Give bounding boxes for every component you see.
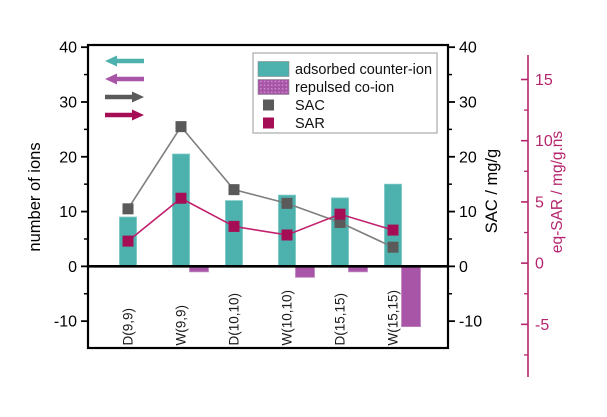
right-axis-tick-label: 30 [459, 94, 477, 111]
dot [278, 80, 280, 83]
eqsar-axis-tick-label: 10 [535, 133, 553, 150]
axis-arrow-left-0 [105, 55, 144, 67]
sar-marker-5 [387, 224, 399, 236]
sar-line [127, 197, 394, 242]
dot [285, 87, 288, 90]
dot [274, 87, 277, 90]
sac-marker-4 [334, 217, 346, 229]
legend-item-sac: SAC [263, 98, 325, 114]
category-label-3: W(10,10) [280, 290, 295, 346]
eqsar-axis-title: eq-SAR / mg/g.ns [549, 131, 566, 254]
dot [260, 84, 262, 86]
dot [278, 91, 280, 94]
left-axis-tick-label: 30 [59, 94, 77, 111]
eqsar-axis-tick-label: -5 [535, 317, 549, 334]
dot [278, 87, 280, 90]
category-label-2: D(10,10) [227, 293, 242, 346]
legend: adsorbed counter-ion repulsed co-ion SAC SA… [252, 52, 438, 134]
sar-marker-1 [175, 192, 187, 204]
dot [281, 87, 284, 90]
right-axis-tick-label: -10 [459, 314, 482, 331]
axis-arrow-right-3 [105, 109, 144, 121]
legend-item-sar-swatch [263, 117, 274, 129]
eqsar-axis-tick-label: 15 [535, 72, 553, 89]
left-axis-tick-label: 0 [68, 259, 77, 276]
bar-counter-ion-4 [331, 197, 349, 267]
sar-marker-0 [122, 235, 134, 247]
dot [267, 80, 270, 83]
category-label-0: D(9,9) [121, 308, 136, 346]
legend-item-sac-label: SAC [295, 98, 325, 114]
sar-marker-4 [334, 208, 346, 220]
sac-marker-3 [281, 197, 293, 209]
dot [267, 91, 270, 94]
legend-item-adsorbed-counter-ion-swatch [257, 61, 290, 77]
right-axis-tick-label: 10 [459, 204, 477, 221]
dot [281, 84, 284, 86]
left-axis-tick-label: 40 [59, 40, 77, 57]
sar-marker-3 [281, 229, 293, 241]
eqsar-axis-tick-label: 5 [535, 194, 544, 211]
eqsar-axis-tick-label: 0 [535, 256, 544, 273]
legend-item-repulsed-co-ion-label: repulsed co-ion [295, 80, 394, 96]
dot [270, 87, 273, 90]
left-axis-title: number of ions [26, 142, 44, 251]
dot [270, 80, 273, 83]
dot [263, 87, 266, 90]
dot [263, 84, 266, 86]
dot [285, 91, 288, 94]
left-axis-tick-label: 10 [59, 204, 77, 221]
sac-marker-2 [228, 184, 240, 196]
legend-item-sar: SAR [263, 116, 325, 132]
dot [274, 91, 277, 94]
dot [278, 84, 280, 86]
bar-counter-ion-1 [172, 153, 190, 267]
left-axis-tick-label: -10 [54, 314, 77, 331]
legend-item-sac-swatch [263, 99, 274, 111]
axis-arrow-right-2 [105, 91, 144, 103]
sac-marker-5 [387, 241, 399, 253]
bar-counter-ion-2 [225, 200, 243, 267]
legend-item-repulsed-co-ion-swatch [257, 79, 290, 95]
plot-frame [86, 43, 450, 350]
dot [274, 84, 277, 86]
sac-line [127, 125, 394, 248]
dot [270, 91, 273, 94]
category-label-4: D(15,15) [333, 293, 348, 346]
dot [274, 80, 277, 83]
right-axis-tick-label: 0 [459, 259, 468, 276]
bar-co-ion-5 [401, 265, 421, 328]
axis-arrow-left-1 [105, 73, 144, 85]
dot [260, 91, 262, 94]
right-axis-tick-label: 20 [459, 149, 477, 166]
dot [260, 87, 262, 90]
legend-item-adsorbed-counter-ion: adsorbed counter-ion [257, 61, 432, 78]
legend-item-sar-label: SAR [295, 116, 325, 132]
dot [270, 84, 273, 86]
dot [263, 80, 266, 83]
dot [285, 80, 288, 83]
bar-co-ion-3 [295, 265, 315, 278]
sac-marker-0 [122, 203, 134, 215]
dot [281, 91, 284, 94]
dot [285, 84, 288, 86]
sac-marker-1 [175, 121, 187, 133]
dot [267, 84, 270, 86]
dot [281, 80, 284, 83]
dot [267, 87, 270, 90]
left-axis-tick-label: 20 [59, 149, 77, 166]
legend-item-adsorbed-counter-ion-label: adsorbed counter-ion [295, 62, 432, 78]
dot [263, 91, 266, 94]
legend-item-repulsed-co-ion: repulsed co-ion [257, 79, 394, 96]
right-axis-title: SAC / mg/g [483, 149, 501, 233]
dot [260, 80, 262, 83]
category-label-5: W(15,15) [386, 290, 401, 346]
sar-marker-2 [228, 220, 240, 232]
right-axis-tick-label: 40 [459, 40, 477, 57]
category-label-1: W(9,9) [174, 305, 189, 346]
